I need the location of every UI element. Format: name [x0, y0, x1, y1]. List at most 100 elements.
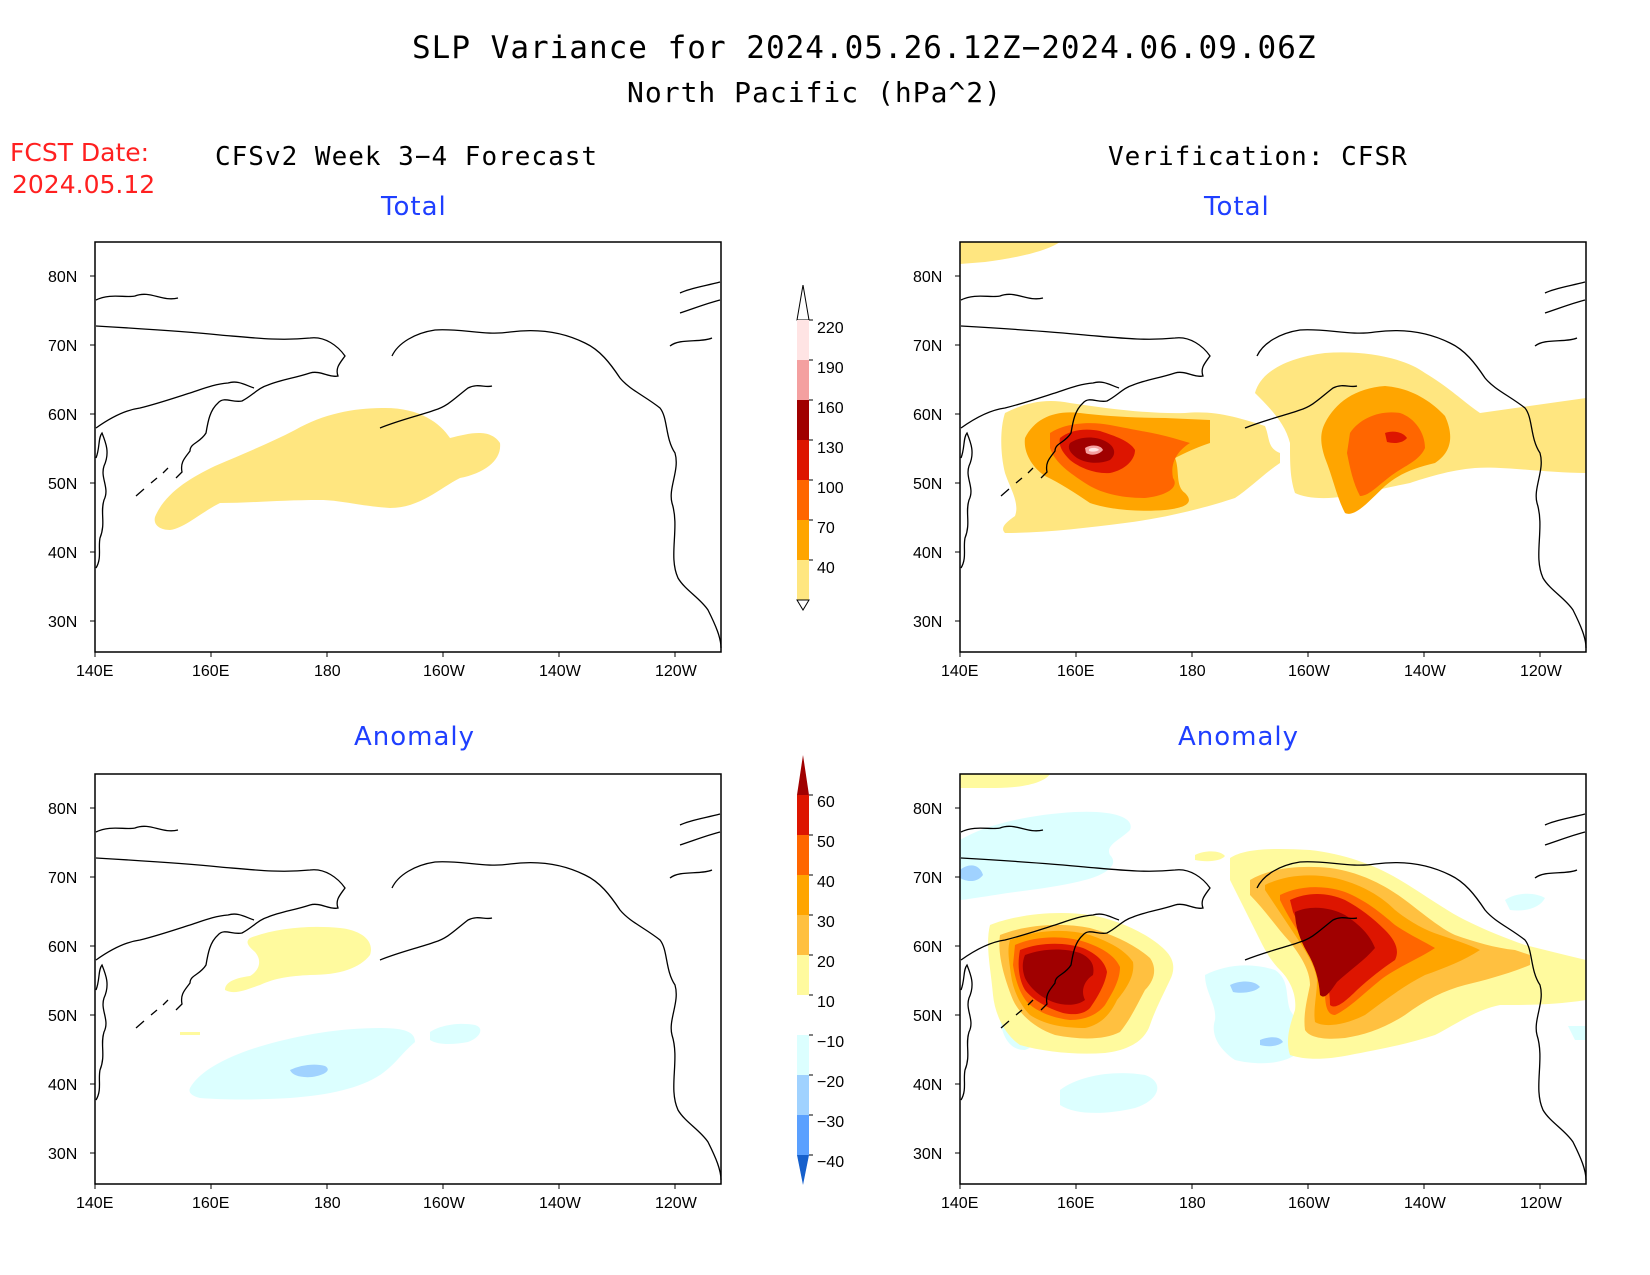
variance-shade-red [1059, 429, 1407, 474]
anomaly-shade-lightcyan [189, 1023, 481, 1100]
tick-label-140w: 140W [1404, 663, 1447, 680]
tick-label-140e: 140E [76, 1195, 113, 1212]
colorbar-anomaly-swatch-4 [797, 915, 809, 955]
lat-ticks: 80N 70N 60N 50N 40N 30N [913, 269, 960, 631]
anomaly-shade-yellow [180, 1032, 200, 1035]
colorbar-total-label-220: 220 [817, 320, 844, 337]
anomaly-shade-lightblue [290, 1064, 328, 1078]
colorbar-total-label-160: 160 [817, 400, 844, 417]
colorbar-anomaly-swatch-3 [797, 875, 809, 915]
colorbar-anomaly-swatch-10 [797, 1155, 809, 1185]
map-forecast-anomaly: 80N 70N 60N 50N 40N 30N 140E 160E 180 16… [48, 773, 722, 1212]
colorbar-total-swatch-5 [797, 520, 809, 560]
tick-label-50n: 50N [913, 476, 942, 493]
tick-label-30n: 30N [913, 614, 942, 631]
tick-label-140e: 140E [941, 663, 978, 680]
forecast-total-title: Total [381, 192, 447, 222]
colorbar-total-swatch-1 [797, 360, 809, 400]
tick-label-160w: 160W [423, 663, 466, 680]
lat-ticks: 80N 70N 60N 50N 40N 30N [48, 269, 95, 631]
map-forecast-total: 80N 70N 60N 50N 40N 30N 140E 160E 180 16… [48, 241, 722, 680]
map-verification-total: 80N 70N 60N 50N 40N 30N 140E 160E 180 16… [913, 241, 1587, 680]
tick-label-120w: 120W [1520, 663, 1563, 680]
tick-label-60n: 60N [913, 939, 942, 956]
colorbar-total: 220 190 160 130 100 70 40 [796, 285, 844, 611]
colorbar-total-swatch-4 [797, 480, 809, 520]
tick-label-60n: 60N [48, 939, 77, 956]
colorbar-anomaly-label-neg10: −10 [817, 1034, 844, 1051]
colorbar-anomaly-label-neg30: −30 [817, 1114, 844, 1131]
tick-label-140w: 140W [1404, 1195, 1447, 1212]
tick-label-180: 180 [314, 663, 341, 680]
colorbar-anomaly: 60 50 40 30 20 10 −10 −20 −30 −40 [797, 755, 844, 1185]
colorbar-total-swatch-0 [797, 320, 809, 360]
forecast-column-title: CFSv2 Week 3−4 Forecast [215, 142, 599, 172]
colorbar-anomaly-swatch-0 [797, 755, 809, 795]
colorbar-anomaly-swatch-6 [797, 995, 809, 1035]
colorbar-anomaly-swatch-7 [797, 1035, 809, 1075]
colorbar-total-label-100: 100 [817, 480, 844, 497]
colorbar-anomaly-swatch-1 [797, 795, 809, 835]
variance-shade-yellow [960, 242, 1060, 264]
fcst-date-label: FCST Date: [10, 138, 150, 167]
tick-label-40n: 40N [913, 545, 942, 562]
tick-label-70n: 70N [48, 870, 77, 887]
colorbar-anomaly-swatch-5 [797, 955, 809, 995]
colorbar-anomaly-label-40: 40 [817, 874, 835, 891]
tick-label-120w: 120W [655, 663, 698, 680]
tick-label-50n: 50N [48, 1008, 77, 1025]
lon-ticks: 140E 160E 180 160W 140W 120W [941, 1184, 1563, 1212]
tick-label-120w: 120W [1520, 1195, 1563, 1212]
tick-label-160e: 160E [1057, 663, 1094, 680]
tick-label-80n: 80N [913, 801, 942, 818]
variance-shade [154, 408, 501, 530]
colorbar-total-label-130: 130 [817, 440, 844, 457]
colorbar-anomaly-label-10: 10 [817, 994, 835, 1011]
main-title: SLP Variance for 2024.05.26.12Z−2024.06.… [412, 30, 1317, 66]
tick-label-160e: 160E [192, 663, 229, 680]
variance-shade-darkorange [1050, 412, 1425, 498]
tick-label-160w: 160W [423, 1195, 466, 1212]
tick-label-70n: 70N [913, 338, 942, 355]
tick-label-80n: 80N [48, 801, 77, 818]
tick-label-160e: 160E [1057, 1195, 1094, 1212]
tick-label-40n: 40N [48, 1077, 77, 1094]
tick-label-140w: 140W [539, 663, 582, 680]
colorbar-anomaly-label-neg40: −40 [817, 1154, 844, 1171]
tick-label-160w: 160W [1288, 1195, 1331, 1212]
colorbar-anomaly-label-neg20: −20 [817, 1074, 844, 1091]
colorbar-anomaly-swatch-9 [797, 1115, 809, 1155]
tick-label-60n: 60N [913, 407, 942, 424]
tick-label-80n: 80N [48, 269, 77, 286]
tick-label-120w: 120W [655, 1195, 698, 1212]
lon-ticks: 140E 160E 180 160W 140W 120W [76, 1184, 698, 1212]
colorbar-anomaly-label-20: 20 [817, 954, 835, 971]
tick-label-30n: 30N [48, 614, 77, 631]
lat-ticks: 80N 70N 60N 50N 40N 30N [48, 801, 95, 1163]
tick-label-60n: 60N [48, 407, 77, 424]
map-verification-anomaly: 80N 70N 60N 50N 40N 30N 140E 160E 180 16… [913, 773, 1587, 1212]
colorbar-anomaly-label-60: 60 [817, 794, 835, 811]
tick-label-140e: 140E [941, 1195, 978, 1212]
tick-label-140w: 140W [539, 1195, 582, 1212]
tick-label-40n: 40N [48, 545, 77, 562]
tick-label-180: 180 [314, 1195, 341, 1212]
colorbar-total-label-70: 70 [817, 520, 835, 537]
forecast-anomaly-title: Anomaly [354, 722, 476, 752]
tick-label-70n: 70N [48, 338, 77, 355]
tick-label-140e: 140E [76, 663, 113, 680]
verification-total-title: Total [1204, 192, 1270, 222]
anomaly-shade-lightorange [999, 866, 1530, 1039]
anomaly-shade-lightcyan [960, 811, 1586, 1113]
tick-label-160e: 160E [192, 1195, 229, 1212]
lon-ticks: 140E 160E 180 160W 140W 120W [941, 652, 1563, 680]
verification-column-title: Verification: CFSR [1108, 142, 1408, 172]
lon-ticks: 140E 160E 180 160W 140W 120W [76, 652, 698, 680]
tick-label-70n: 70N [913, 870, 942, 887]
colorbar-total-label-190: 190 [817, 360, 844, 377]
tick-label-180: 180 [1179, 1195, 1206, 1212]
tick-label-50n: 50N [48, 476, 77, 493]
tick-label-30n: 30N [48, 1146, 77, 1163]
subtitle: North Pacific (hPa^2) [627, 76, 1003, 109]
colorbar-anomaly-label-50: 50 [817, 834, 835, 851]
